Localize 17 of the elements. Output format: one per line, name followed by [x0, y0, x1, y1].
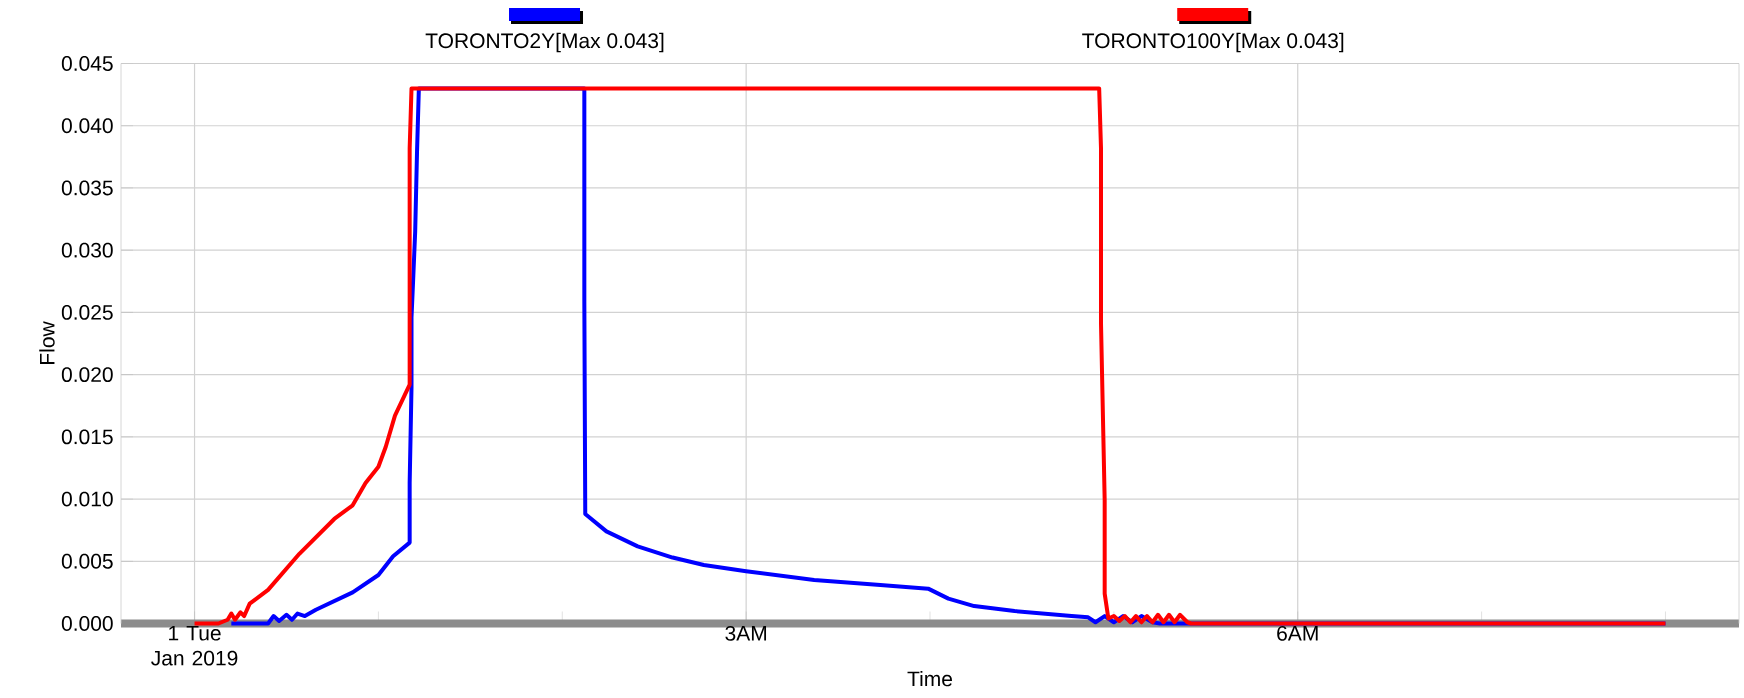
x-axis-title: Time — [907, 670, 953, 687]
y-tick-label: 0.015 — [61, 429, 113, 445]
y-tick-label: 0.020 — [61, 367, 113, 383]
x-tick-label: 1 Tue Jan 2019 — [151, 625, 238, 666]
y-tick-label: 0.040 — [61, 118, 113, 134]
y-tick-label: 0.000 — [61, 616, 113, 631]
y-axis-title: Flow — [39, 321, 55, 364]
legend-label: TORONTO100Y[Max 0.043] — [1082, 32, 1344, 53]
x-tick-label: 6AM — [1277, 625, 1318, 641]
legend-label: TORONTO2Y[Max 0.043] — [425, 32, 664, 53]
y-tick-label: 0.005 — [61, 553, 113, 569]
y-tick-label: 0.025 — [61, 304, 113, 320]
y-tick-label: 0.035 — [61, 180, 113, 196]
x-tick-label: 3AM — [725, 625, 767, 641]
y-tick-label: 0.010 — [61, 491, 113, 507]
y-tick-label: 0.045 — [61, 56, 113, 71]
y-tick-label: 0.030 — [61, 242, 113, 258]
